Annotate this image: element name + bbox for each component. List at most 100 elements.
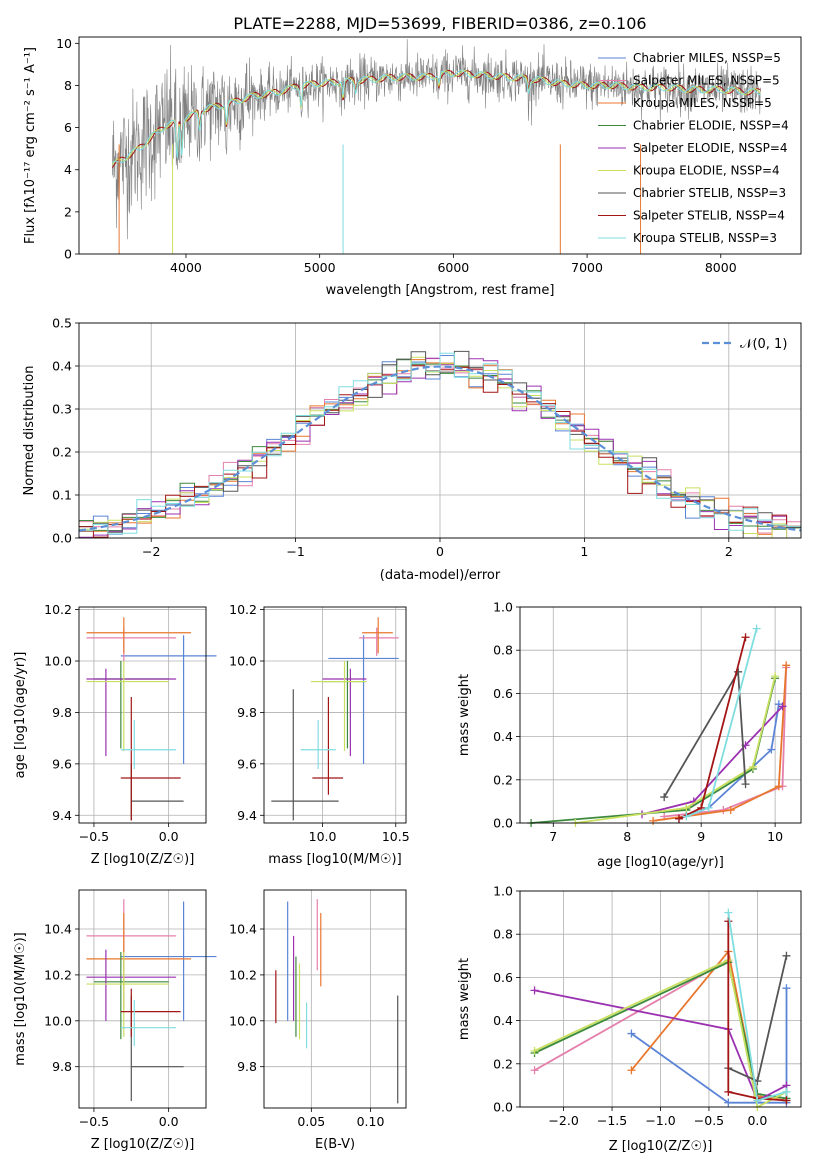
plus-marker <box>726 806 735 815</box>
y-tick-label: 0.0 <box>52 531 72 546</box>
x-tick-label: 5000 <box>304 260 336 275</box>
plus-marker <box>767 745 776 754</box>
x-tick-label: 0 <box>436 544 444 559</box>
legend-entry-label: Chabrier STELIB, NSSP=3 <box>633 186 786 200</box>
plus-marker <box>748 762 757 771</box>
mass-weight-line <box>534 989 787 1102</box>
y-tick-label: 1.0 <box>493 884 513 899</box>
plus-marker <box>771 672 780 681</box>
y-tick-label: 10.2 <box>44 602 72 617</box>
mass-weight-line <box>531 678 776 824</box>
y-tick-label: 10.2 <box>229 967 257 982</box>
y-tick-label: 9.4 <box>237 808 257 823</box>
plus-marker <box>752 624 761 633</box>
y-tick-label: 0 <box>64 247 72 262</box>
y-tick-label: 0.4 <box>493 1013 513 1028</box>
model-spectrum-line <box>112 69 761 164</box>
y-tick-label: 0.0 <box>493 816 513 831</box>
x-axis-label: E(B-V) <box>315 1137 355 1152</box>
y-tick-label: 0.6 <box>493 970 513 985</box>
y-tick-label: 10 <box>56 36 72 51</box>
ebv-mass-panel: 0.05 0.10 9.8 10.0 10.2 10.4 E(B-V) <box>229 889 407 1152</box>
spectrum-legend: Chabrier MILES, NSSP=5 Salpeter MILES, NS… <box>598 51 789 245</box>
plus-marker <box>682 803 691 812</box>
plus-marker <box>782 1096 791 1105</box>
plus-marker <box>774 782 783 791</box>
x-tick-label: −0.5 <box>694 1113 724 1128</box>
y-tick-label: 9.4 <box>52 808 72 823</box>
plus-marker <box>778 702 787 711</box>
x-tick-label: 7000 <box>571 260 603 275</box>
legend-entry-label: Kroupa MILES, NSSP=5 <box>633 96 772 110</box>
y-tick-label: 0.4 <box>493 729 513 744</box>
plus-marker <box>734 667 743 676</box>
age-massweight-panel: 7 8 9 10 0.0 0.2 0.4 0.6 0.8 1.0 age [log10(age/yr… <box>457 600 802 870</box>
x-tick-label: 0.0 <box>747 1113 767 1128</box>
x-axis-label: wavelength [Angstrom, rest frame] <box>326 283 555 298</box>
x-tick-label: 6000 <box>437 260 469 275</box>
x-tick-label: 8000 <box>705 260 737 275</box>
plus-marker <box>530 1046 539 1055</box>
y-tick-label: 0.8 <box>493 643 513 658</box>
y-tick-label: 9.8 <box>237 1059 257 1074</box>
y-axis-label: Flux [fλ10⁻¹⁷ erg cm⁻² s⁻¹ A⁻¹] <box>23 47 38 244</box>
axes-frame <box>519 606 802 824</box>
plus-marker <box>682 812 691 821</box>
x-axis-label: mass [log10(M/M☉)] <box>268 852 401 867</box>
model-spectrum-line <box>111 70 761 166</box>
normal-curve <box>78 365 802 532</box>
axes-frame <box>263 606 407 824</box>
legend-entry-label: Salpeter STELIB, NSSP=4 <box>633 209 785 223</box>
y-tick-label: 10.2 <box>229 602 257 617</box>
plus-marker <box>724 1098 733 1107</box>
mass-weight-line <box>664 667 788 818</box>
x-tick-label: −2.0 <box>548 1113 578 1128</box>
y-tick-label: 8 <box>64 78 72 93</box>
plus-marker <box>530 986 539 995</box>
plus-marker <box>530 1066 539 1075</box>
plus-marker <box>627 1029 636 1038</box>
z-age-panel: −0.5 0.0 9.4 9.6 9.8 10.0 10.2 Z [log10(Z/Z☉)] a… <box>13 602 217 867</box>
axes-frame <box>78 36 802 255</box>
x-axis-label: Z [log10(Z/Z☉)] <box>91 852 195 867</box>
y-tick-label: 9.8 <box>237 705 257 720</box>
mass-weight-line <box>727 921 787 1102</box>
legend-entry-label: Kroupa ELODIE, NSSP=4 <box>633 164 780 178</box>
x-tick-label: 0.10 <box>357 1114 385 1129</box>
mass-age-panel: 10.0 10.5 9.4 9.6 9.8 10.0 10.2 mass [log10(M/M… <box>229 602 410 867</box>
plus-marker <box>782 1087 791 1096</box>
z-mass-panel: −0.5 0.0 9.8 10.0 10.2 10.4 Z [log10(Z/Z☉)] mas… <box>13 889 217 1152</box>
x-axis-label: Z [log10(Z/Z☉)] <box>91 1137 195 1152</box>
x-tick-label: 0.0 <box>159 829 179 844</box>
plus-marker <box>741 633 750 642</box>
y-axis-label: age [log10(age/yr)] <box>13 652 28 779</box>
mass-weight-line <box>575 675 776 824</box>
y-tick-label: 10.0 <box>229 1013 257 1028</box>
histogram-step <box>79 352 801 535</box>
y-tick-label: 0.2 <box>52 445 72 460</box>
x-axis-label: Z [log10(Z/Z☉)] <box>609 1139 713 1154</box>
plus-marker <box>660 793 669 802</box>
y-tick-label: 10.4 <box>229 922 257 937</box>
y-tick-label: 10.0 <box>44 1013 72 1028</box>
y-tick-label: 9.6 <box>52 756 72 771</box>
y-tick-label: 9.6 <box>237 756 257 771</box>
y-tick-label: 2 <box>64 204 72 219</box>
plus-marker <box>724 1087 733 1096</box>
x-tick-label: 7 <box>549 829 557 844</box>
x-tick-label: −1.0 <box>645 1113 675 1128</box>
z-massweight-panel: −2.0 −1.5 −1.0 −0.5 0.0 0.0 0.2 0.4 0.6 0.8 1.0 Z [… <box>457 884 802 1154</box>
plus-marker <box>724 908 733 917</box>
y-tick-label: 10.2 <box>44 967 72 982</box>
y-tick-label: 1.0 <box>493 600 513 615</box>
legend-entry-label: Salpeter MILES, NSSP=5 <box>633 74 780 88</box>
x-tick-label: 1 <box>580 544 588 559</box>
axes-frame <box>263 889 407 1109</box>
x-tick-label: −1 <box>286 544 304 559</box>
x-tick-label: −2 <box>142 544 160 559</box>
y-tick-label: 0.8 <box>493 927 513 942</box>
y-axis-label: mass [log10(M/M☉)] <box>13 932 28 1065</box>
x-tick-label: 10.0 <box>309 829 337 844</box>
x-tick-label: 0.0 <box>159 1114 179 1129</box>
